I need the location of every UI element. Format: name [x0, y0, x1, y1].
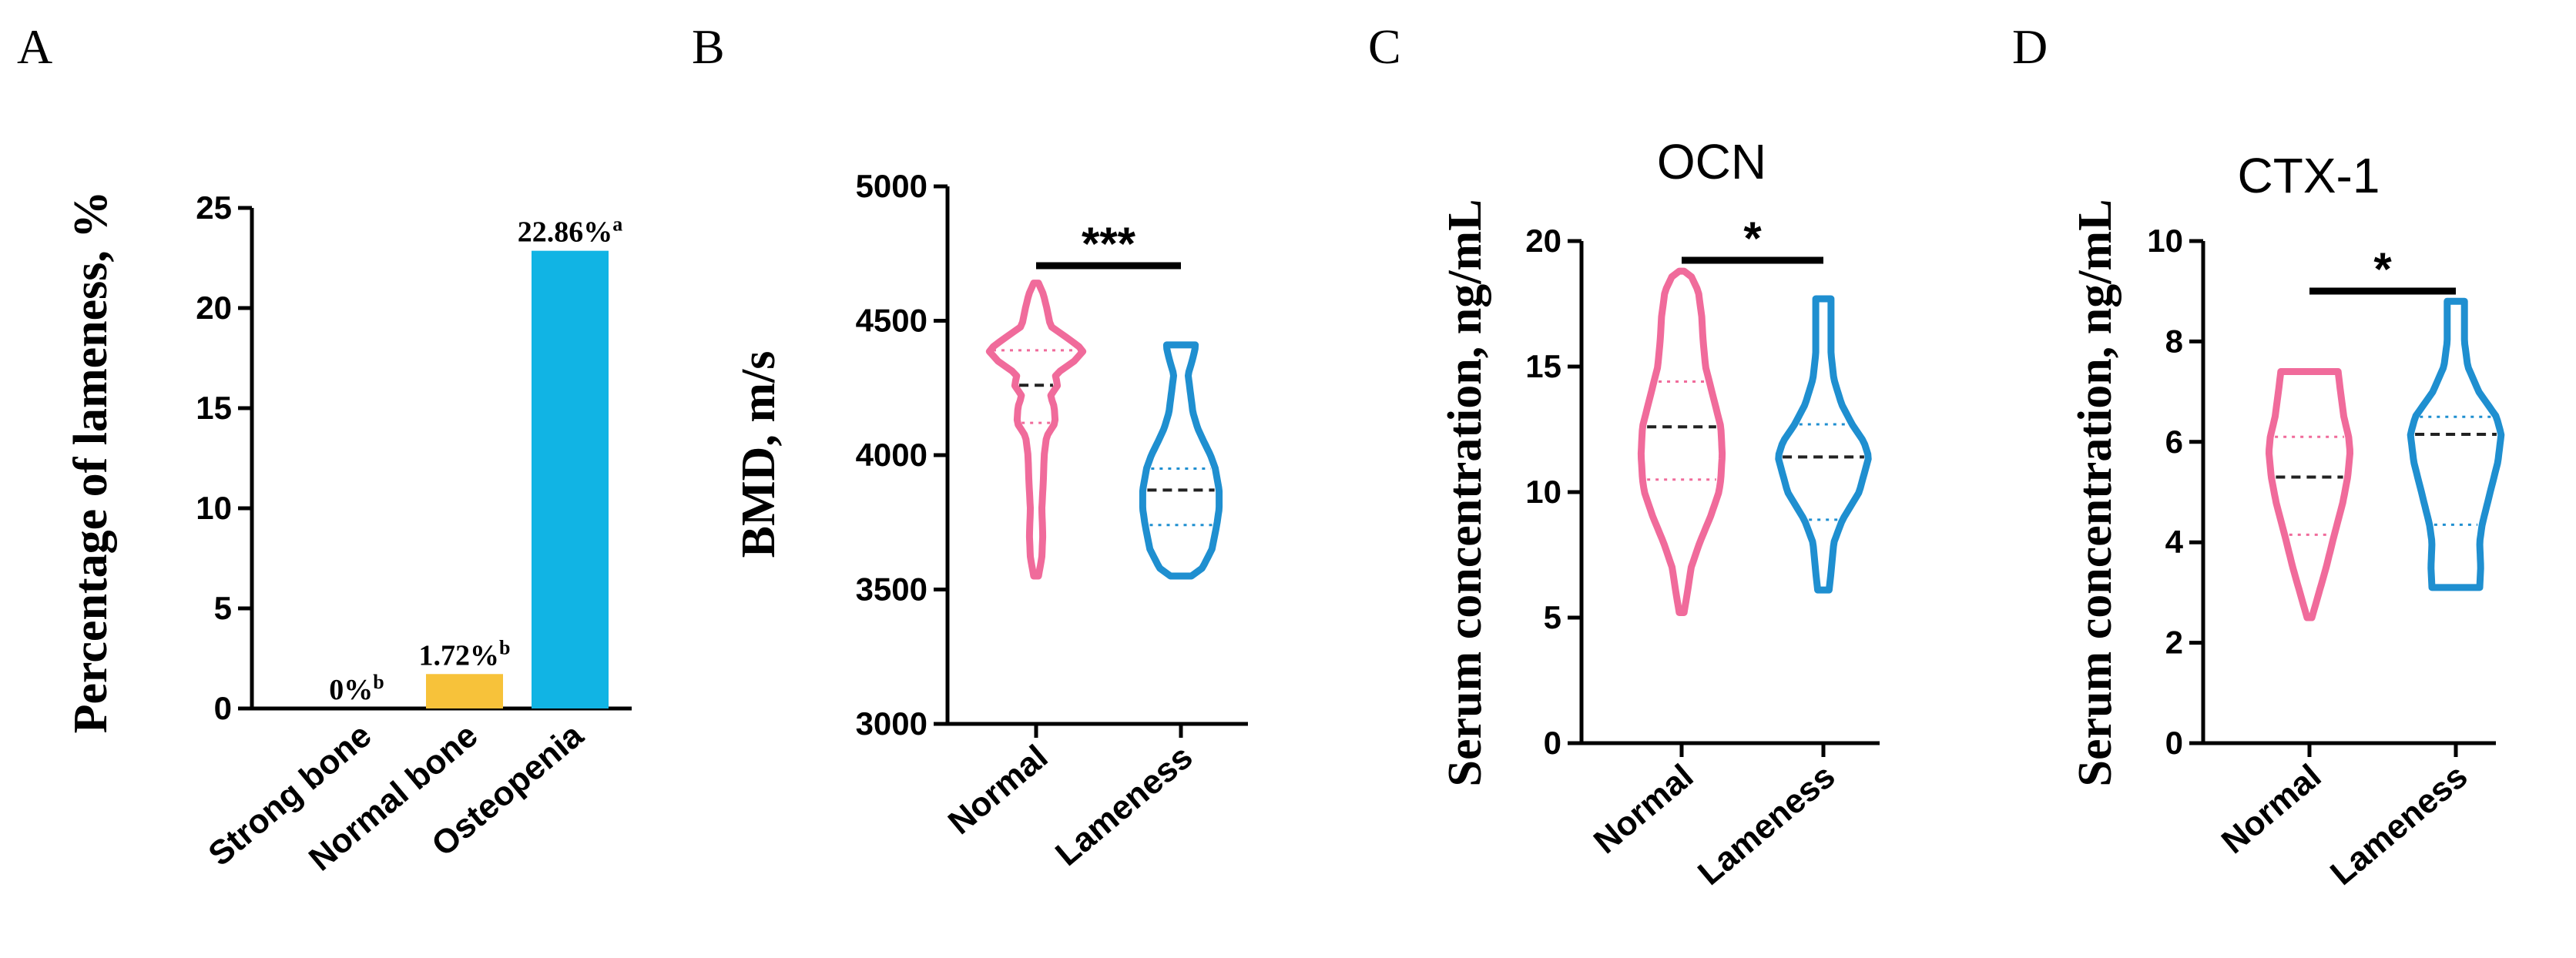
panel-c-ylabel: Serum concentration, ng/mL — [1439, 199, 1491, 787]
panel-b-normal-category-label: Normal — [941, 738, 1055, 842]
panel-a-y-tick-label-5: 5 — [214, 590, 232, 626]
panel-d-y-tick-label-6: 6 — [2165, 424, 2183, 460]
panel-a-y-tick-label-15: 15 — [196, 390, 232, 426]
panel-b-lameness-category-label: Lameness — [1048, 738, 1199, 873]
panel-c-y-tick-label-5: 5 — [1544, 599, 1561, 635]
panel-d-ylabel: Serum concentration, ng/mL — [2069, 199, 2122, 787]
panel-a-bars: 0%b 1.72%b 22.86%a — [329, 213, 622, 708]
panel-d-normal-violin — [2266, 368, 2353, 621]
panel-c-y-tick-label-20: 20 — [1525, 223, 1561, 259]
panel-b-y-tick-label-5000: 5000 — [856, 168, 927, 204]
panel-c-normal-violin — [1637, 267, 1726, 616]
panel-c-lameness-violin — [1775, 295, 1872, 594]
panel-letter-d: D — [2012, 19, 2048, 74]
panel-d-lameness-violin — [2407, 297, 2505, 591]
panel-a-y-tick-label-10: 10 — [196, 490, 232, 526]
panel-b: B BMD, m/s 3000 3500 4000 4500 5000 NormalLam… — [692, 19, 1248, 873]
panel-b-lameness-violin — [1139, 341, 1223, 580]
bar-label-superscript-strong-bone: b — [373, 671, 384, 693]
bar-label-superscript-normal-bone: b — [499, 636, 510, 658]
bar-label-osteopenia: 22.86%a — [518, 213, 623, 249]
panel-c-normal-category-label: Normal — [1587, 757, 1701, 861]
panel-c-significance-label: * — [1743, 213, 1762, 264]
panel-d: D CTX-1 Serum concentration, ng/mL 0 2 4 6 8… — [2012, 19, 2505, 893]
bar-osteopenia — [532, 250, 609, 708]
panel-d-title: CTX-1 — [2238, 148, 2380, 203]
panel-d-y-tick-label-4: 4 — [2165, 524, 2184, 560]
panel-c: C OCN Serum concentration, ng/mL 0 5 10 15 2… — [1368, 19, 1880, 893]
panel-b-y-tick-label-3500: 3500 — [856, 571, 927, 608]
panel-c-lameness-category-label: Lameness — [1691, 757, 1842, 893]
panel-letter-a: A — [17, 19, 52, 74]
bar-label-normal-bone: 1.72%b — [419, 636, 511, 672]
panel-b-normal-violin — [985, 280, 1087, 580]
panel-b-y-tick-label-4000: 4000 — [856, 437, 927, 473]
bar-label-strong-bone: 0%b — [329, 671, 384, 706]
panel-c-y-tick-label-10: 10 — [1525, 474, 1561, 510]
panel-d-y-tick-label-0: 0 — [2165, 725, 2183, 761]
panel-a: A Percentage of lameness, % 0 5 10 15 20 25 0… — [17, 19, 632, 879]
panel-d-y-tick-label-10: 10 — [2147, 223, 2183, 259]
panel-a-ylabel: Percentage of lameness, % — [65, 191, 117, 734]
panel-a-y-tick-label-25: 25 — [196, 189, 232, 226]
panel-a-y-tick-label-0: 0 — [214, 690, 232, 726]
panel-d-lameness-category-label: Lameness — [2323, 757, 2474, 893]
panel-b-y-tick-label-3000: 3000 — [856, 705, 927, 742]
panel-d-y-tick-label-2: 2 — [2165, 625, 2183, 661]
panel-a-y-tick-label-20: 20 — [196, 290, 232, 326]
panel-d-normal-category-label: Normal — [2215, 757, 2329, 861]
panel-d-y-tick-label-8: 8 — [2165, 323, 2183, 359]
panel-b-y-tick-label-4500: 4500 — [856, 303, 927, 339]
bar-normal-bone — [426, 674, 503, 708]
panel-b-significance-label: *** — [1082, 218, 1136, 270]
panel-a-y-ticks: 0 5 10 15 20 25 — [196, 189, 252, 726]
panel-c-y-tick-label-15: 15 — [1525, 348, 1561, 384]
panel-c-y-tick-label-0: 0 — [1544, 725, 1561, 761]
panel-d-significance-label: * — [2373, 243, 2392, 295]
panel-letter-c: C — [1368, 19, 1401, 74]
panel-b-ylabel: BMD, m/s — [733, 351, 785, 558]
panel-letter-b: B — [692, 19, 725, 74]
panel-c-title: OCN — [1657, 134, 1766, 189]
bar-label-superscript-osteopenia: a — [612, 213, 622, 236]
